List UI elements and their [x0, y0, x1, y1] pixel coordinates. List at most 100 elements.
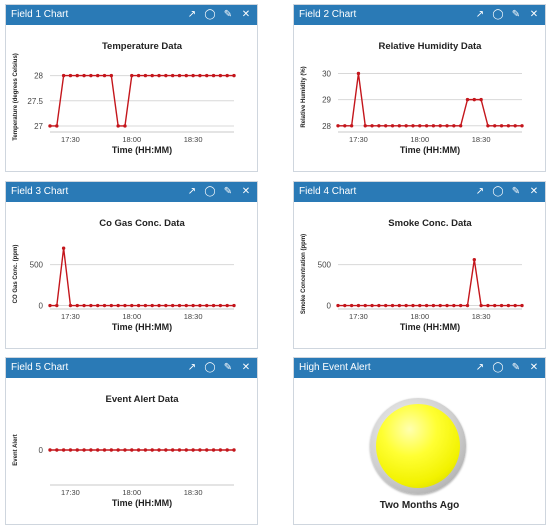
humidity-chart: Relative Humidity Data 28 29 30 17:30 18:00 18… — [301, 41, 524, 155]
x-tick-label: 17:30 — [349, 135, 368, 144]
y-tick-label: 29 — [322, 96, 331, 105]
data-point — [211, 303, 216, 308]
data-point — [198, 303, 202, 308]
data-point — [513, 124, 517, 128]
x-tick-label: 17:30 — [61, 488, 80, 497]
data-point — [89, 73, 93, 78]
data-point — [336, 303, 340, 308]
y-tick-label: 0 — [39, 446, 44, 455]
data-point — [506, 124, 511, 128]
edit-icon[interactable]: ✎ — [511, 186, 521, 197]
data-point — [211, 73, 216, 78]
data-point — [343, 303, 347, 308]
data-point — [404, 124, 408, 128]
data-point — [55, 303, 59, 308]
data-point — [520, 124, 524, 128]
chart-title: Event Alert Data — [105, 394, 179, 405]
open-external-icon[interactable]: ↗ — [187, 362, 197, 373]
y-tick-label: 30 — [322, 69, 331, 78]
data-point — [472, 257, 476, 262]
y-tick-label: 0 — [327, 302, 332, 311]
x-tick-label: 18:30 — [184, 135, 203, 144]
y-axis-label: Event Alert — [13, 434, 19, 465]
comment-icon[interactable]: ◯ — [204, 9, 216, 20]
event-alert-chart: Event Alert Data 0 17:30 18:00 18:30 Time (HH… — [13, 394, 236, 508]
data-point — [136, 303, 141, 308]
data-point — [438, 303, 442, 308]
series-line — [338, 73, 522, 127]
data-point — [164, 303, 168, 308]
data-point — [377, 124, 381, 128]
data-point — [191, 73, 195, 78]
comment-icon[interactable]: ◯ — [492, 362, 504, 373]
open-external-icon[interactable]: ↗ — [187, 9, 197, 20]
y-axis-label: Relative Humidity (%) — [301, 66, 307, 127]
widget-header: Field 2 Chart ↗ ◯ ✎ ✕ — [294, 5, 545, 25]
data-point — [486, 124, 490, 128]
data-point — [68, 73, 73, 78]
y-tick-label: 28 — [34, 72, 43, 81]
widget-header: Field 4 Chart ↗ ◯ ✎ ✕ — [294, 182, 545, 202]
chart-title: Temperature Data — [102, 41, 183, 52]
temperature-chart: Temperature Data 27 27.5 28 17:30 18:00 18:30 T… — [13, 41, 236, 155]
data-point — [102, 303, 107, 308]
data-point — [116, 124, 120, 128]
edit-icon[interactable]: ✎ — [223, 186, 233, 197]
comment-icon[interactable]: ◯ — [204, 362, 216, 373]
series-line — [338, 259, 522, 307]
data-point — [472, 97, 476, 102]
series-line — [50, 74, 234, 127]
data-point — [218, 303, 223, 308]
data-point — [218, 73, 223, 78]
widget-header: Field 1 Chart ↗ ◯ ✎ ✕ — [6, 5, 257, 25]
edit-icon[interactable]: ✎ — [223, 9, 233, 20]
close-icon[interactable]: ✕ — [529, 186, 539, 197]
open-external-icon[interactable]: ↗ — [475, 9, 485, 20]
open-external-icon[interactable]: ↗ — [475, 362, 485, 373]
edit-icon[interactable]: ✎ — [511, 362, 521, 373]
data-point — [143, 73, 148, 78]
data-point — [384, 124, 388, 128]
close-icon[interactable]: ✕ — [529, 9, 539, 20]
data-point — [55, 448, 59, 452]
data-point — [493, 124, 497, 128]
data-point — [123, 124, 127, 128]
data-point — [499, 124, 504, 128]
comment-icon[interactable]: ◯ — [492, 186, 504, 197]
data-point — [130, 73, 134, 78]
close-icon[interactable]: ✕ — [241, 9, 251, 20]
close-icon[interactable]: ✕ — [241, 362, 251, 373]
chart-title: Co Gas Conc. Data — [99, 218, 185, 229]
comment-icon[interactable]: ◯ — [492, 9, 504, 20]
widget-header: High Event Alert ↗ ◯ ✎ ✕ — [294, 358, 545, 378]
data-point — [96, 303, 100, 308]
close-icon[interactable]: ✕ — [241, 186, 251, 197]
lamp-ring — [370, 398, 466, 494]
edit-icon[interactable]: ✎ — [223, 362, 233, 373]
data-point — [82, 303, 86, 308]
open-external-icon[interactable]: ↗ — [475, 186, 485, 197]
data-point — [205, 303, 209, 308]
data-point — [102, 448, 107, 452]
comment-icon[interactable]: ◯ — [204, 186, 216, 197]
data-point — [232, 448, 236, 452]
data-point — [499, 303, 504, 308]
smoke-chart: Smoke Conc. Data 0 500 17:30 18:00 18:30 Time … — [301, 218, 524, 332]
data-point — [377, 303, 381, 308]
data-point — [336, 124, 340, 128]
data-point — [61, 246, 66, 250]
data-point — [424, 303, 429, 308]
data-point — [458, 303, 463, 308]
data-point — [225, 303, 229, 308]
data-point — [370, 124, 374, 128]
data-point — [96, 73, 100, 78]
edit-icon[interactable]: ✎ — [511, 9, 521, 20]
data-point — [150, 73, 154, 78]
data-point — [479, 303, 483, 308]
data-point — [61, 448, 66, 452]
data-point — [363, 124, 367, 128]
data-point — [102, 73, 107, 78]
close-icon[interactable]: ✕ — [529, 362, 539, 373]
data-point — [431, 303, 436, 308]
open-external-icon[interactable]: ↗ — [187, 186, 197, 197]
